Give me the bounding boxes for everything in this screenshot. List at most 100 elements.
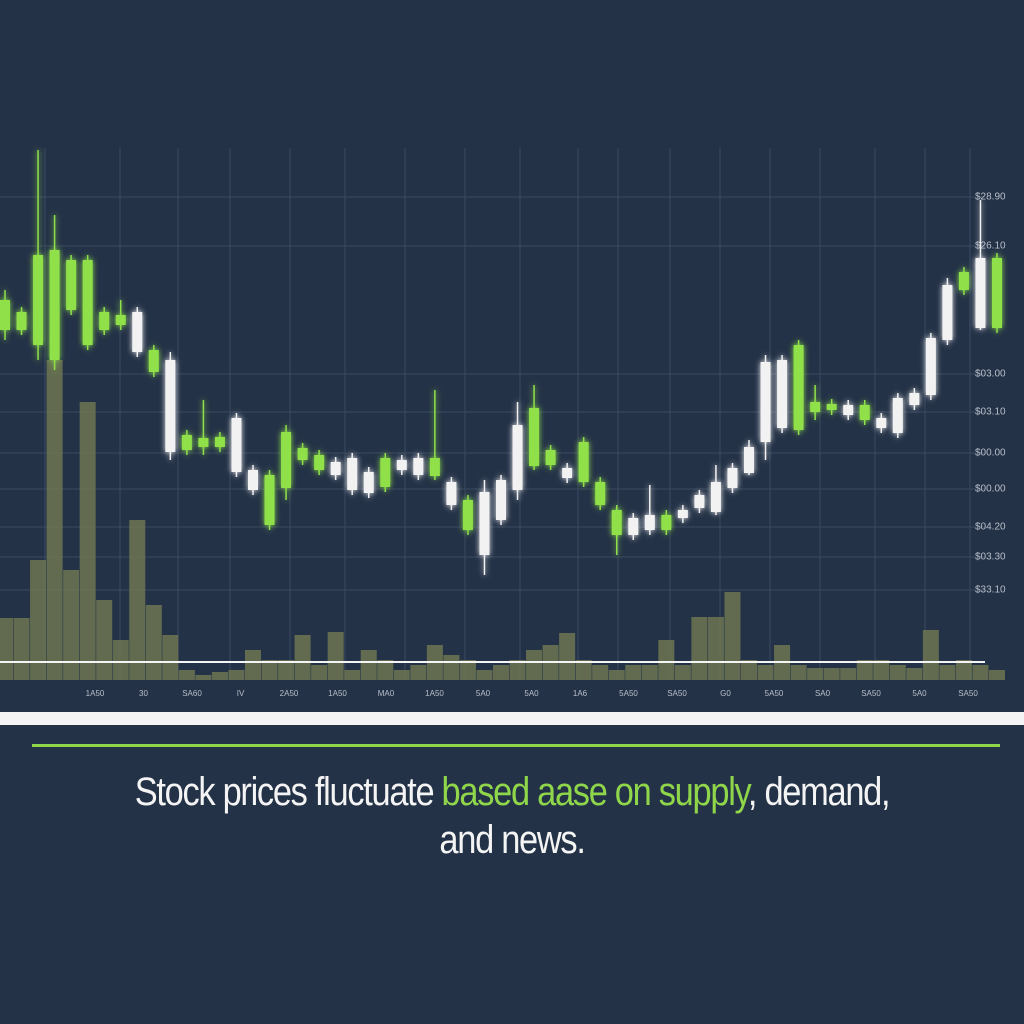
candle-body [115, 315, 126, 325]
volume-bar [261, 660, 278, 680]
volume-bar [63, 570, 80, 680]
candle-body [826, 404, 837, 410]
caption-text: , demand, [747, 770, 891, 814]
candle-body [0, 300, 10, 330]
candle-body [595, 482, 606, 505]
volume-bar [13, 618, 30, 680]
x-tick-label: 30 [139, 689, 148, 698]
candle-body [611, 510, 622, 535]
volume-bar [807, 668, 824, 680]
y-tick-label: $03.30 [975, 552, 1006, 563]
volume-bar [393, 670, 410, 680]
x-tick-label: 5A50 [619, 689, 638, 698]
volume-bar [823, 668, 840, 680]
candle-body [892, 398, 903, 433]
candle-body [529, 408, 540, 466]
volume-bar [410, 665, 427, 680]
volume-bar [129, 520, 146, 680]
candle-body [710, 482, 721, 512]
volume-bar [278, 660, 295, 680]
caption-text: Stock prices fluctuate [134, 770, 442, 814]
volume-bar [856, 660, 873, 680]
candle-body [909, 393, 920, 405]
candle-body [132, 312, 143, 352]
volume-bar [741, 660, 757, 680]
candle-body [264, 475, 275, 525]
candle-body [413, 458, 424, 475]
x-tick-label: SA50 [667, 689, 687, 698]
candle-body [99, 312, 110, 330]
candle-body [512, 425, 523, 490]
volume-bar [377, 660, 394, 680]
candle-body [148, 350, 159, 372]
candle-body [297, 448, 308, 460]
x-tick-label: SA60 [182, 689, 202, 698]
x-tick-label: 5A0 [912, 689, 927, 698]
volume-bar [178, 670, 195, 680]
x-tick-label: 1A50 [425, 689, 444, 698]
candle-body [925, 338, 936, 395]
candle-body [793, 345, 804, 430]
volume-bar [0, 618, 13, 680]
candle-body [380, 458, 391, 487]
volume-bar [658, 640, 675, 680]
candle-body [429, 458, 440, 476]
x-tick-label: G0 [720, 689, 731, 698]
caption-text: and news. [439, 818, 585, 862]
volume-bar [443, 655, 460, 680]
x-tick-label: 5A50 [765, 689, 784, 698]
volume-bar [46, 360, 63, 680]
volume-bar [972, 665, 989, 680]
x-tick-label: 1A50 [86, 689, 105, 698]
volume-bar [592, 665, 609, 680]
volume-bar [509, 660, 526, 680]
candle-body [545, 450, 556, 465]
candle-body [876, 418, 887, 428]
volume-bar [476, 670, 493, 680]
volume-bar [889, 665, 906, 680]
candle-body [777, 360, 788, 428]
x-tick-label: 5A0 [476, 689, 491, 698]
x-tick-label: MA0 [378, 689, 395, 698]
x-tick-label: IV [237, 689, 245, 698]
x-tick-label: 1A50 [328, 689, 347, 698]
divider-band [0, 712, 1024, 725]
volume-bar [922, 630, 939, 680]
volume-bar [707, 617, 724, 680]
volume-bar [575, 660, 592, 680]
candle-body [744, 447, 754, 473]
x-tick-label: 2A50 [280, 689, 299, 698]
x-tick-label: SA50 [861, 689, 881, 698]
volume-bar [625, 665, 642, 680]
candle-body [281, 432, 292, 488]
accent-line [32, 744, 1000, 747]
candle-body [479, 492, 490, 555]
candle-body [760, 362, 771, 442]
candle-body [330, 462, 341, 475]
volume-bar [989, 670, 1005, 680]
y-tick-label: $33.10 [975, 585, 1006, 596]
volume-bar [559, 633, 576, 680]
x-tick-label: SA0 [815, 689, 831, 698]
candle-body [992, 258, 1002, 328]
volume-bar [211, 672, 228, 680]
candle-body [562, 468, 573, 478]
volume-bar [327, 632, 344, 680]
volume-bar [493, 665, 509, 680]
candle-body [677, 510, 688, 518]
volume-bar [294, 635, 311, 680]
volume-bar [691, 617, 708, 680]
volume-bar [790, 665, 807, 680]
y-tick-label: $28.90 [975, 192, 1006, 203]
y-tick-label: $00.00 [975, 448, 1006, 459]
volume-bar [145, 605, 162, 680]
y-tick-label: $26.10 [975, 241, 1006, 252]
candle-body [628, 518, 639, 535]
x-tick-label: 1A6 [573, 689, 588, 698]
volume-bar [674, 665, 691, 680]
candle-body [661, 515, 672, 530]
y-tick-label: $04.20 [975, 522, 1006, 533]
caption-line-2: and news. [72, 818, 953, 863]
candle-body [958, 272, 969, 290]
